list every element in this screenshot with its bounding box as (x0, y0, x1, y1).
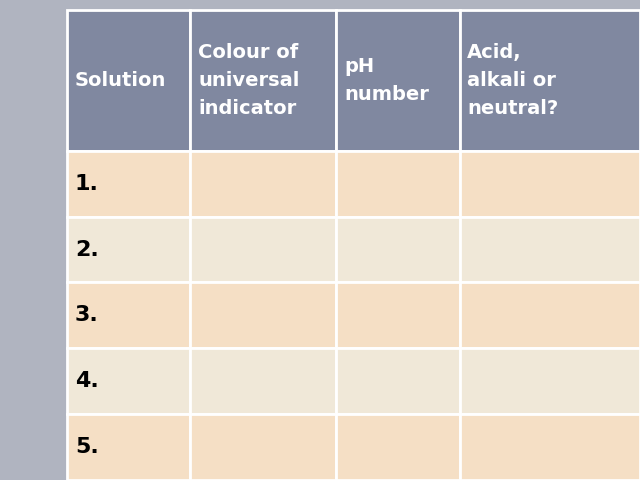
Bar (460, 348, 640, 414)
Text: Acid,
alkali or
neutral?: Acid, alkali or neutral? (467, 43, 559, 118)
Bar (67, 282, 190, 348)
Bar (67, 151, 190, 216)
Bar (67, 414, 190, 480)
Text: pH
number: pH number (344, 57, 429, 104)
Text: 2.: 2. (75, 240, 99, 260)
Bar (190, 151, 337, 216)
Text: 4.: 4. (75, 371, 99, 391)
Bar (337, 151, 460, 216)
Text: Solution: Solution (75, 71, 166, 90)
Bar (67, 10, 190, 151)
Bar (460, 216, 640, 282)
Bar (460, 414, 640, 480)
Bar (190, 282, 337, 348)
Bar (337, 282, 460, 348)
Text: 5.: 5. (75, 437, 99, 457)
Bar (460, 151, 640, 216)
Bar (337, 348, 460, 414)
Text: 1.: 1. (75, 174, 99, 193)
Text: 3.: 3. (75, 305, 99, 325)
Bar (337, 10, 460, 151)
Bar (460, 10, 640, 151)
Bar (337, 414, 460, 480)
Bar (190, 216, 337, 282)
Bar (67, 216, 190, 282)
Bar (190, 348, 337, 414)
Bar (337, 216, 460, 282)
Bar (190, 10, 337, 151)
Bar (460, 282, 640, 348)
Text: Colour of
universal
indicator: Colour of universal indicator (198, 43, 300, 118)
Bar (190, 414, 337, 480)
Bar (67, 348, 190, 414)
